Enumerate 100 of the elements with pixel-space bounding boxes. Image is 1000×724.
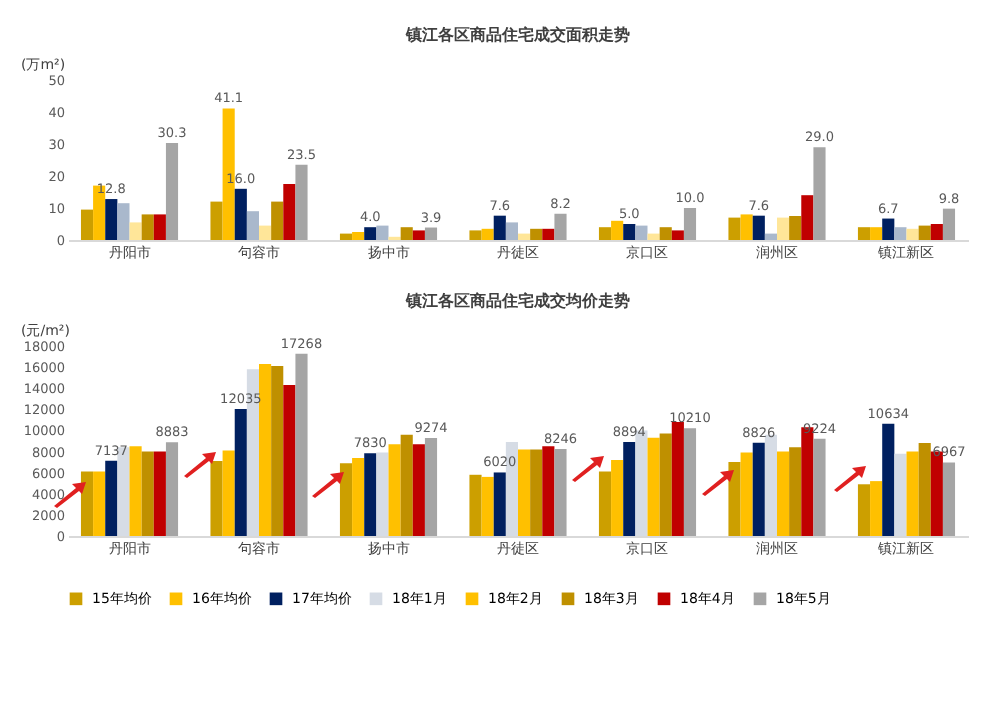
bar	[801, 195, 814, 240]
bar	[283, 385, 296, 536]
bar	[246, 211, 260, 240]
bar	[882, 423, 895, 536]
bar	[153, 214, 166, 240]
bar	[671, 422, 684, 536]
bar	[493, 472, 506, 536]
bar	[683, 428, 697, 536]
bar	[283, 184, 296, 240]
bar	[424, 438, 438, 536]
bar	[542, 446, 555, 536]
bar	[813, 438, 826, 536]
bar	[271, 201, 284, 240]
bar	[870, 481, 883, 536]
bar	[611, 460, 624, 536]
bar	[623, 442, 636, 536]
bar	[80, 209, 94, 240]
bar	[542, 228, 555, 240]
bar	[623, 224, 636, 240]
bar	[412, 444, 425, 536]
bar	[105, 199, 118, 240]
bar	[481, 228, 494, 240]
bar	[518, 233, 531, 240]
bar	[635, 225, 648, 240]
bar	[234, 188, 247, 240]
bar	[906, 451, 919, 536]
bar	[647, 437, 660, 536]
bar	[918, 225, 931, 240]
bar	[740, 452, 753, 536]
bar	[598, 471, 612, 536]
bar	[129, 222, 142, 240]
bar	[683, 208, 697, 240]
chart-title: 镇江各区商品住宅成交面积走势	[404, 24, 630, 44]
bar	[424, 227, 438, 240]
bar	[728, 462, 741, 536]
bar	[554, 448, 567, 536]
bar	[295, 353, 308, 536]
bar	[80, 471, 94, 536]
bar	[530, 228, 543, 240]
bar	[857, 227, 871, 240]
bar	[530, 449, 543, 536]
bar	[505, 222, 518, 240]
bar	[882, 218, 895, 240]
bar	[942, 462, 956, 536]
bar	[364, 227, 377, 240]
bar	[671, 230, 684, 240]
bar	[352, 457, 365, 536]
bar	[789, 447, 802, 536]
bar	[234, 408, 247, 536]
bar	[364, 453, 377, 536]
bar	[117, 203, 130, 240]
bar	[469, 230, 482, 240]
bar	[141, 451, 154, 536]
bar	[611, 220, 624, 240]
bar	[469, 474, 482, 536]
bar	[481, 476, 494, 536]
bar	[352, 232, 365, 240]
bar	[776, 451, 790, 536]
bar	[339, 233, 353, 240]
bar	[400, 434, 413, 536]
bar	[813, 147, 826, 240]
bar	[210, 461, 223, 536]
bar	[376, 225, 389, 240]
bar	[339, 463, 353, 536]
bar	[105, 460, 118, 536]
bar	[894, 227, 907, 240]
bar	[518, 449, 531, 536]
bar	[752, 215, 765, 240]
bar	[647, 233, 660, 240]
bar	[752, 442, 765, 536]
bar	[493, 215, 506, 240]
bar	[789, 216, 802, 240]
bar	[210, 201, 223, 240]
bar	[728, 217, 741, 240]
bar	[659, 227, 672, 240]
bar	[259, 363, 272, 536]
bar	[918, 443, 931, 536]
bar	[412, 230, 425, 240]
bar	[259, 225, 272, 240]
bar	[129, 446, 142, 536]
bar	[93, 471, 106, 536]
bar	[764, 233, 777, 240]
chart-title: 镇江各区商品住宅成交均价走势	[404, 290, 630, 310]
bar	[930, 224, 943, 240]
bar	[141, 214, 154, 240]
bar	[942, 208, 956, 240]
bar	[153, 451, 166, 536]
bar	[659, 433, 672, 536]
bar	[870, 227, 883, 240]
bar	[776, 217, 790, 240]
bar	[222, 450, 235, 536]
bar	[906, 228, 919, 240]
bar	[271, 366, 284, 536]
bar	[400, 227, 413, 240]
bar	[554, 213, 567, 240]
bar	[388, 444, 401, 536]
bar	[598, 227, 612, 240]
bar	[295, 164, 308, 240]
bar	[740, 214, 753, 240]
bar	[165, 442, 179, 536]
